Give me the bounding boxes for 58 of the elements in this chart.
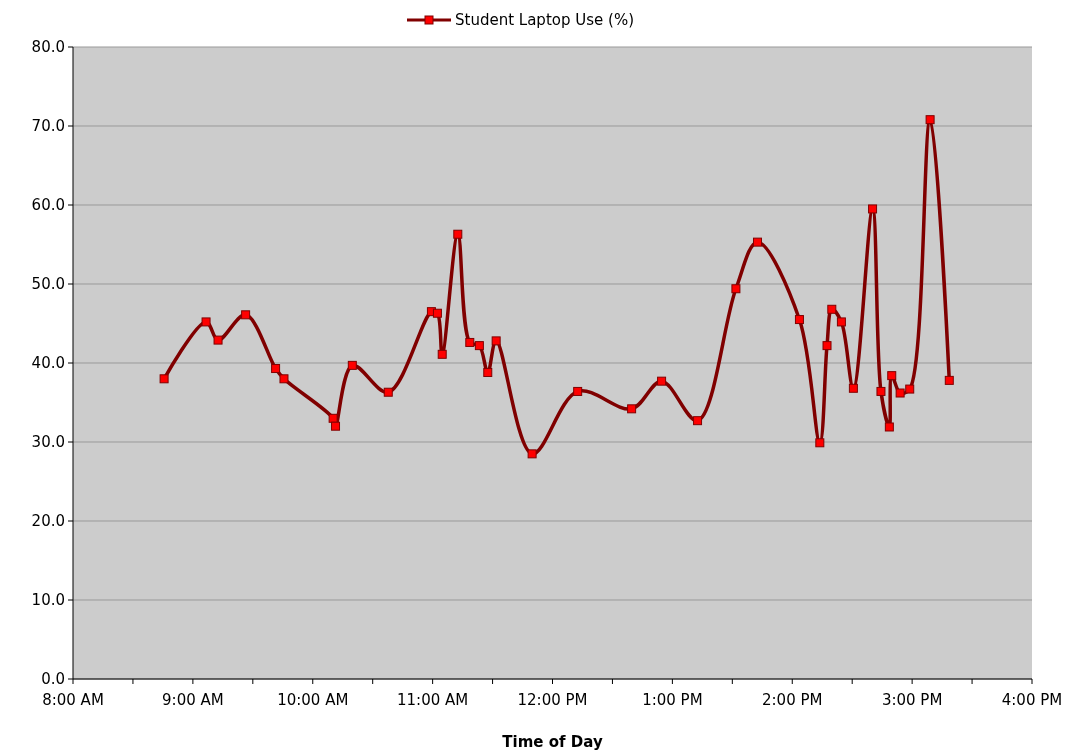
x-tick-label: 3:00 PM — [881, 691, 943, 709]
point — [437, 349, 447, 359]
point — [241, 310, 251, 320]
point — [693, 416, 703, 426]
point — [868, 204, 878, 214]
point — [836, 317, 846, 327]
x-tick-label: 8:00 AM — [42, 691, 104, 709]
point — [657, 376, 667, 386]
point — [627, 404, 637, 414]
point — [213, 335, 223, 345]
x-tick-label: 12:00 PM — [517, 691, 588, 709]
point — [279, 374, 289, 384]
point — [527, 449, 537, 459]
point — [822, 341, 832, 351]
point — [827, 304, 837, 314]
point — [159, 374, 169, 384]
point — [887, 371, 897, 381]
point — [483, 367, 493, 377]
point — [328, 413, 338, 423]
x-tick-label: 9:00 AM — [162, 691, 224, 709]
point — [347, 360, 357, 370]
x-tick-label: 10:00 AM — [277, 691, 349, 709]
y-tick-label: 30.0 — [31, 433, 65, 452]
point — [201, 317, 211, 327]
y-tick-label: 40.0 — [31, 354, 65, 373]
y-tick-label: 20.0 — [31, 512, 65, 531]
x-tick-label: 4:00 PM — [1001, 691, 1063, 709]
point — [752, 237, 762, 247]
point — [491, 336, 501, 346]
point — [794, 315, 804, 325]
x-tick-label: 11:00 AM — [397, 691, 469, 709]
y-tick-label: 80.0 — [31, 38, 65, 57]
point — [848, 383, 858, 393]
y-tick-label: 50.0 — [31, 275, 65, 294]
point — [453, 229, 463, 239]
y-tick-label: 70.0 — [31, 117, 65, 136]
x-tick-label: 1:00 PM — [642, 691, 703, 709]
point — [331, 421, 341, 431]
point — [944, 375, 954, 385]
point — [383, 387, 393, 397]
legend-label: Student Laptop Use (%) — [455, 11, 634, 30]
point — [731, 284, 741, 294]
point — [271, 364, 281, 374]
y-tick-label: 0.0 — [41, 670, 65, 689]
y-tick-label: 60.0 — [31, 196, 65, 215]
point — [815, 438, 825, 448]
point — [432, 308, 442, 318]
point — [465, 337, 475, 347]
y-tick-label: 10.0 — [31, 591, 65, 610]
point — [573, 386, 583, 396]
point — [884, 422, 894, 432]
point — [876, 386, 886, 396]
x-axis-title: Time of Day — [502, 733, 603, 751]
point — [474, 341, 484, 351]
point — [925, 115, 935, 125]
x-tick-label: 2:00 PM — [762, 691, 823, 709]
point — [905, 384, 915, 394]
point — [895, 388, 905, 398]
